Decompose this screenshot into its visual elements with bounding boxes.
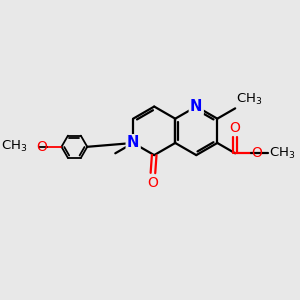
Text: O: O — [230, 121, 241, 135]
Text: CH$_3$: CH$_3$ — [269, 146, 296, 161]
Text: O: O — [148, 176, 158, 190]
Text: O: O — [251, 146, 262, 160]
Text: O: O — [36, 140, 47, 154]
Text: CH$_3$: CH$_3$ — [236, 92, 263, 107]
Text: CH$_3$: CH$_3$ — [1, 139, 28, 154]
Text: N: N — [127, 136, 140, 151]
Text: N: N — [190, 99, 202, 114]
